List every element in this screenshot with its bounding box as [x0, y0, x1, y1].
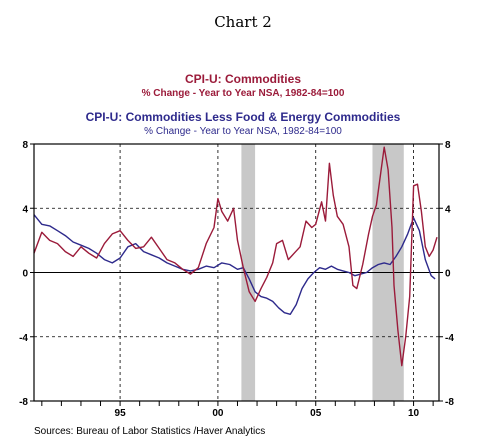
page-title: Chart 2 — [214, 13, 272, 31]
y-tick-label-right-0: 8 — [445, 140, 451, 151]
series-line-1 — [33, 214, 436, 315]
x-tick-label-2: 05 — [310, 408, 322, 419]
y-tick-label-right-4: -8 — [445, 397, 454, 408]
x-tick-label-0: 95 — [115, 408, 127, 419]
source-note: Sources: Bureau of Labor Statistics /Hav… — [34, 426, 266, 437]
y-tick-label-left-1: 4 — [22, 204, 28, 215]
y-tick-label-left-0: 8 — [22, 140, 28, 151]
x-tick-label-1: 00 — [212, 408, 224, 419]
y-tick-label-left-4: -8 — [19, 397, 28, 408]
legend-series2-subtitle: % Change - Year to Year NSA, 1982-84=100 — [144, 126, 342, 137]
y-tick-label-right-1: 4 — [445, 204, 451, 215]
y-tick-label-left-3: -4 — [19, 333, 28, 344]
x-tick-label-3: 10 — [408, 408, 420, 419]
plot-frame — [33, 143, 440, 402]
legend-series2-title: CPI-U: Commodities Less Food & Energy Co… — [85, 110, 401, 124]
y-tick-label-left-2: 0 — [22, 269, 28, 280]
legend-series1-title: CPI-U: Commodities — [184, 72, 301, 86]
series-line-0 — [33, 146, 438, 367]
y-tick-label-right-3: -4 — [445, 333, 454, 344]
y-tick-label-right-2: 0 — [445, 269, 451, 280]
legend-series1-subtitle: % Change - Year to Year NSA, 1982-84=100 — [141, 88, 345, 99]
